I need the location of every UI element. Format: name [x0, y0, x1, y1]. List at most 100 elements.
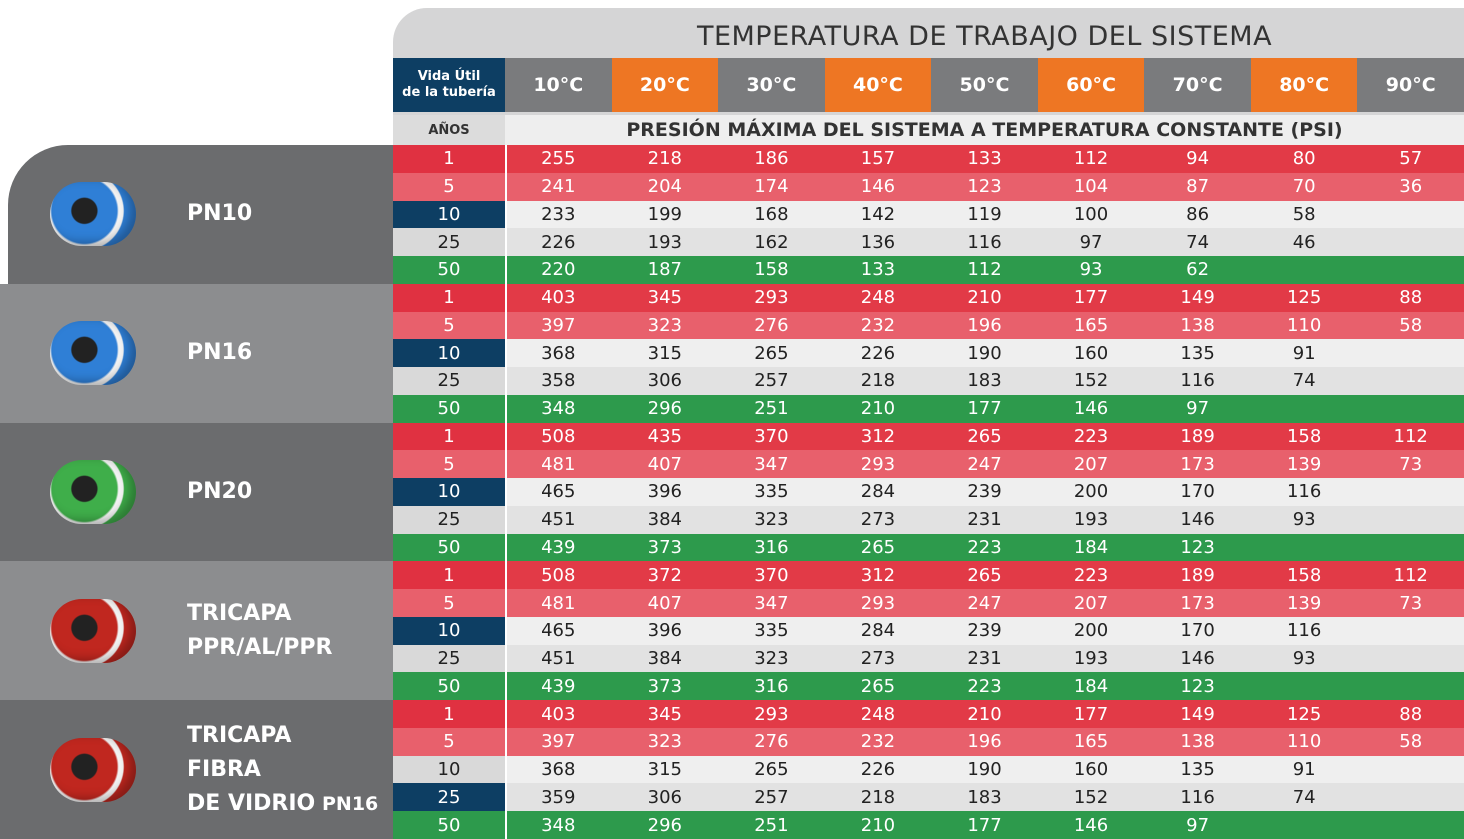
value-cell: 231 — [931, 645, 1038, 673]
value-cell: 368 — [505, 339, 612, 367]
value-cell: 384 — [612, 506, 719, 534]
group-name: TRICAPA — [187, 597, 291, 631]
value-cell: 276 — [718, 312, 825, 340]
value-cell: 481 — [505, 450, 612, 478]
years-cell: 25 — [393, 367, 505, 395]
value-cell: 133 — [931, 145, 1038, 173]
value-cell: 162 — [718, 228, 825, 256]
value-cell: 265 — [931, 423, 1038, 451]
value-cell: 218 — [825, 783, 932, 811]
value-cell: 183 — [931, 367, 1038, 395]
value-cell: 315 — [612, 339, 719, 367]
value-cell: 397 — [505, 728, 612, 756]
subtitle: PRESIÓN MÁXIMA DEL SISTEMA A TEMPERATURA… — [505, 115, 1464, 145]
value-cell: 104 — [1038, 173, 1145, 201]
value-cell: 396 — [612, 617, 719, 645]
years-cell: 50 — [393, 672, 505, 700]
years-cell: 25 — [393, 645, 505, 673]
value-cell: 165 — [1038, 728, 1145, 756]
value-cell: 265 — [718, 756, 825, 784]
value-cell: 251 — [718, 395, 825, 423]
value-cell: 293 — [825, 450, 932, 478]
pipe-icon — [50, 738, 136, 802]
value-cell: 239 — [931, 478, 1038, 506]
value-cell: 193 — [1038, 506, 1145, 534]
value-cell: 293 — [825, 589, 932, 617]
value-cell: 116 — [931, 228, 1038, 256]
value-cell: 284 — [825, 617, 932, 645]
value-cell: 97 — [1144, 395, 1251, 423]
value-cell: 312 — [825, 561, 932, 589]
value-cell: 193 — [1038, 645, 1145, 673]
value-cell: 123 — [1144, 672, 1251, 700]
value-cell: 508 — [505, 423, 612, 451]
value-cell: 345 — [612, 284, 719, 312]
column-header: 80°C — [1251, 58, 1358, 112]
value-cell: 186 — [718, 145, 825, 173]
group-name: PN16 — [187, 336, 252, 370]
value-cell: 119 — [931, 201, 1038, 229]
value-cell: 177 — [1038, 284, 1145, 312]
value-cell: 335 — [718, 617, 825, 645]
value-cell: 91 — [1251, 756, 1358, 784]
value-cell: 97 — [1038, 228, 1145, 256]
value-cell: 184 — [1038, 672, 1145, 700]
value-cell: 93 — [1251, 506, 1358, 534]
value-cell: 315 — [612, 756, 719, 784]
value-cell: 183 — [931, 783, 1038, 811]
value-cell: 158 — [1251, 561, 1358, 589]
value-cell: 116 — [1251, 478, 1358, 506]
pipe-icon — [50, 460, 136, 524]
value-cell: 146 — [1038, 811, 1145, 839]
years-cell: 5 — [393, 589, 505, 617]
value-cell: 223 — [931, 672, 1038, 700]
value-cell: 226 — [825, 339, 932, 367]
value-cell: 265 — [931, 561, 1038, 589]
value-cell: 146 — [1038, 395, 1145, 423]
value-cell: 231 — [931, 506, 1038, 534]
value-cell: 407 — [612, 589, 719, 617]
value-cell: 296 — [612, 395, 719, 423]
value-cell: 273 — [825, 645, 932, 673]
value-cell: 407 — [612, 450, 719, 478]
value-cell: 223 — [1038, 423, 1145, 451]
value-cell: 58 — [1251, 201, 1358, 229]
value-cell: 184 — [1038, 534, 1145, 562]
value-cell: 451 — [505, 506, 612, 534]
value-cell: 403 — [505, 284, 612, 312]
value-cell: 165 — [1038, 312, 1145, 340]
value-cell: 73 — [1357, 589, 1464, 617]
title: TEMPERATURA DE TRABAJO DEL SISTEMA — [505, 14, 1464, 58]
value-cell: 323 — [612, 728, 719, 756]
value-cell: 370 — [718, 423, 825, 451]
value-cell: 146 — [1144, 506, 1251, 534]
years-cell: 10 — [393, 201, 505, 229]
value-cell: 152 — [1038, 367, 1145, 395]
value-cell: 177 — [931, 395, 1038, 423]
years-cell: 1 — [393, 700, 505, 728]
years-cell: 50 — [393, 811, 505, 839]
value-cell: 373 — [612, 672, 719, 700]
column-header: 20°C — [612, 58, 719, 112]
value-cell: 152 — [1038, 783, 1145, 811]
value-cell: 139 — [1251, 450, 1358, 478]
value-cell: 173 — [1144, 450, 1251, 478]
value-cell: 200 — [1038, 617, 1145, 645]
value-cell: 97 — [1144, 811, 1251, 839]
value-cell: 232 — [825, 312, 932, 340]
column-header: 10°C — [505, 58, 612, 112]
value-cell: 74 — [1251, 367, 1358, 395]
group-badge: PN16 — [322, 787, 378, 821]
value-cell: 57 — [1357, 145, 1464, 173]
value-cell: 93 — [1251, 645, 1358, 673]
value-cell: 173 — [1144, 589, 1251, 617]
value-cell: 359 — [505, 783, 612, 811]
value-cell: 265 — [825, 672, 932, 700]
value-cell: 296 — [612, 811, 719, 839]
value-cell: 465 — [505, 478, 612, 506]
value-cell: 112 — [1038, 145, 1145, 173]
years-cell: 25 — [393, 506, 505, 534]
value-cell: 210 — [931, 700, 1038, 728]
value-cell: 248 — [825, 700, 932, 728]
value-cell: 100 — [1038, 201, 1145, 229]
